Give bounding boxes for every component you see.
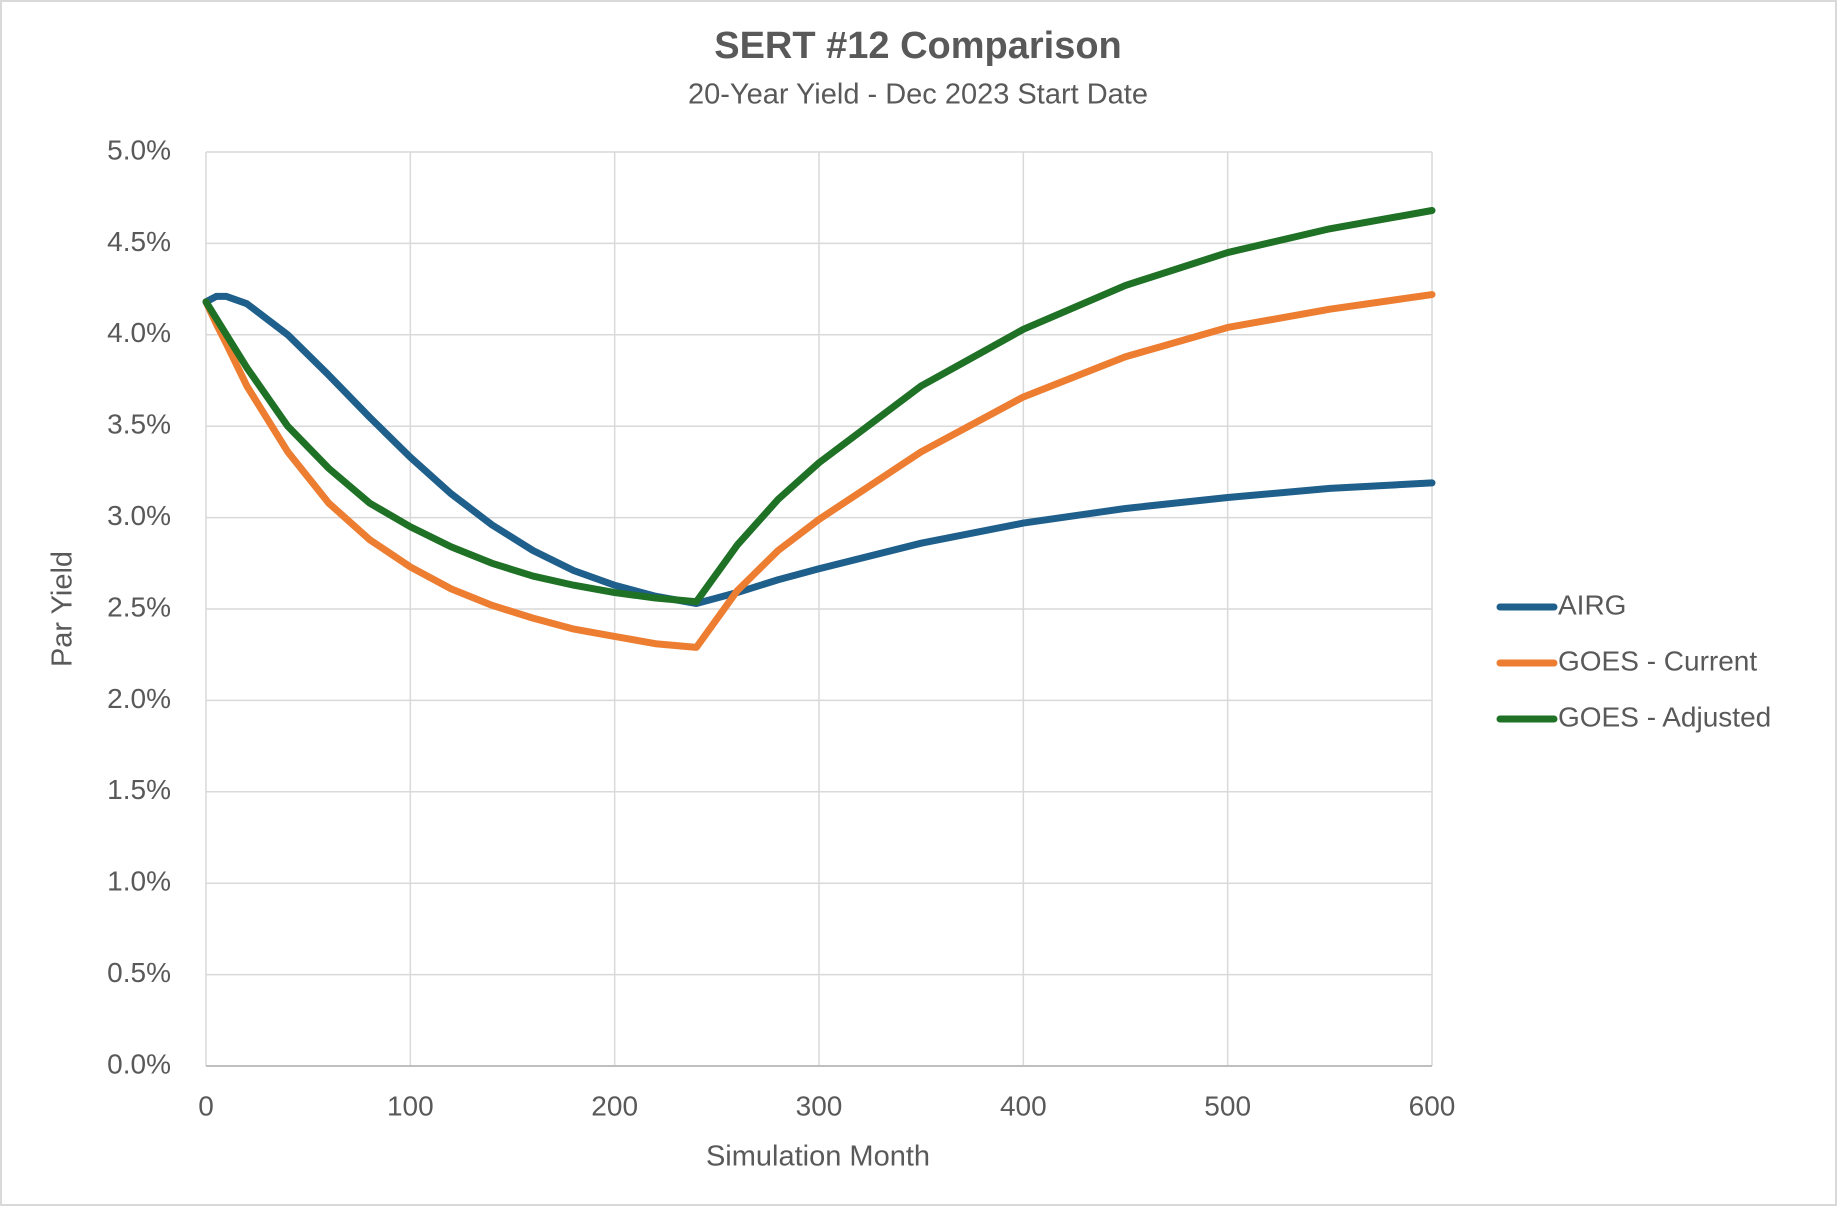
y-tick-label: 1.0% (107, 866, 171, 897)
y-tick-label: 0.5% (107, 957, 171, 988)
y-tick-label: 1.5% (107, 774, 171, 805)
y-tick-label: 3.0% (107, 500, 171, 531)
y-axis-label: Par Yield (47, 551, 79, 667)
x-tick-label: 0 (198, 1090, 214, 1121)
y-tick-label: 2.5% (107, 591, 171, 622)
y-tick-label: 4.5% (107, 226, 171, 257)
x-tick-label: 100 (387, 1090, 434, 1121)
line-series (202, 206, 1436, 606)
x-tick-label: 600 (1409, 1090, 1456, 1121)
y-tick-label: 5.0% (107, 134, 171, 165)
y-tick-label: 2.0% (107, 683, 171, 714)
x-axis-label: Simulation Month (706, 1141, 930, 1173)
legend-label: AIRG (1558, 589, 1626, 620)
y-tick-label: 4.0% (107, 317, 171, 348)
y-tick-label: 3.5% (107, 409, 171, 440)
y-tick-label: 0.0% (107, 1048, 171, 1079)
x-tick-label: 200 (591, 1090, 638, 1121)
line-series (202, 291, 1436, 651)
chart-title: SERT #12 Comparison (714, 25, 1122, 67)
x-tick-label: 500 (1204, 1090, 1251, 1121)
line-series (202, 292, 1436, 608)
x-tick-label: 400 (1000, 1090, 1047, 1121)
x-tick-label: 300 (796, 1090, 843, 1121)
legend-label: GOES - Adjusted (1558, 701, 1771, 732)
chart-subtitle: 20-Year Yield - Dec 2023 Start Date (688, 79, 1148, 111)
legend-label: GOES - Current (1558, 645, 1757, 676)
